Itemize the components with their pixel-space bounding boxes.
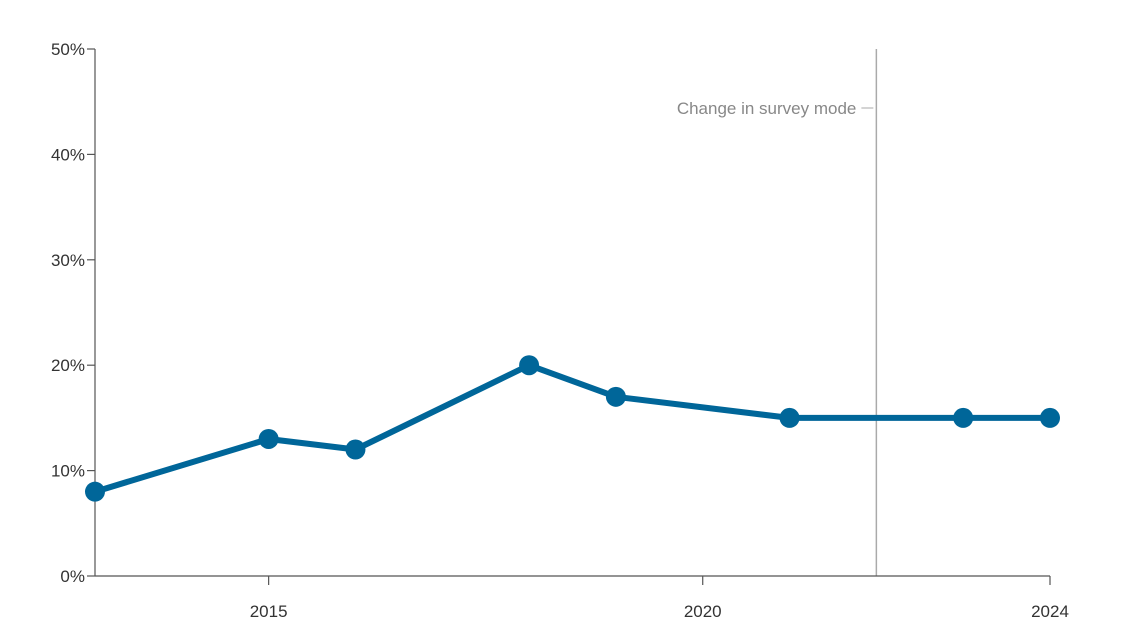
data-point	[85, 481, 105, 502]
y-tick-label: 0%	[60, 567, 85, 586]
annotation-layer: Change in survey mode	[677, 49, 878, 576]
x-tick-label: 2024	[1031, 602, 1069, 621]
y-tick-label: 20%	[51, 356, 85, 375]
y-tick-label: 40%	[51, 145, 85, 164]
data-point	[258, 428, 279, 449]
data-point	[953, 407, 974, 428]
axes-layer: 0% 10% 20% 30% 40% 50% 2015 2020 2024	[51, 40, 1069, 621]
series-layer	[85, 355, 1060, 502]
y-tick-label: 10%	[51, 462, 85, 481]
y-tick-label: 50%	[51, 40, 85, 59]
data-point	[1040, 407, 1060, 428]
data-point	[779, 407, 800, 428]
x-tick-label: 2015	[250, 602, 288, 621]
annotation-label: Change in survey mode	[677, 99, 857, 118]
x-tick-label: 2020	[684, 602, 722, 621]
y-tick-label: 30%	[51, 251, 85, 270]
data-point	[345, 439, 366, 460]
series-line	[92, 362, 1053, 495]
data-point	[519, 355, 540, 376]
data-point	[605, 386, 626, 407]
